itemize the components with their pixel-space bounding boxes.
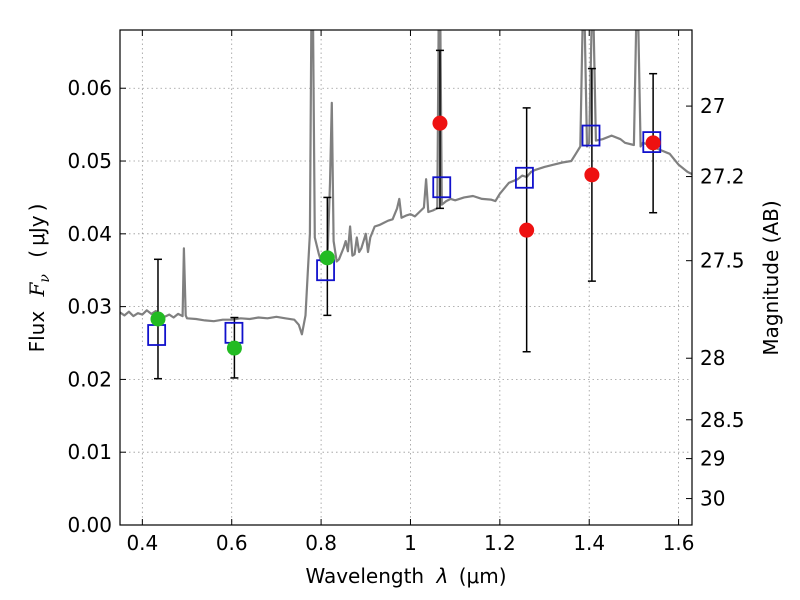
grid-lines [120, 30, 692, 526]
y2-tick-label-2: 27.5 [700, 249, 745, 273]
model-spectrum-line [120, 30, 692, 336]
x-tick-label-1: 0.6 [216, 531, 248, 555]
y-tick-label-4: 0.04 [67, 222, 112, 246]
y-tick-label-0: 0.00 [67, 513, 112, 537]
measured-point-2 [319, 250, 335, 266]
measured-point-0 [150, 311, 166, 327]
y-tick-label-6: 0.06 [67, 76, 112, 100]
model-spectrum-layer [120, 30, 692, 336]
model-photometry-layer [147, 124, 662, 346]
measured-point-5 [584, 167, 600, 183]
measured-point-3 [432, 115, 448, 131]
x-axis-title-var: λ [435, 564, 448, 588]
y2-tick-label-6: 30 [700, 487, 725, 511]
y-tick-label-3: 0.03 [67, 295, 112, 319]
y-axis-title-sub: ν [37, 274, 53, 283]
y2-axis-title: Magnitude (AB) [759, 200, 783, 355]
measured-point-1 [226, 340, 242, 356]
x-axis-title-unit-close: ) [499, 564, 507, 588]
y2-tick-label-3: 28 [700, 346, 725, 370]
measured-point-4 [519, 222, 535, 238]
x-tick-label-5: 1.4 [573, 531, 605, 555]
y2-tick-label-1: 27.2 [700, 165, 745, 189]
y2-tick-label-5: 29 [700, 447, 725, 471]
y-tick-label-5: 0.05 [67, 149, 112, 173]
x-axis-title-unit-open: ( [459, 564, 467, 588]
x-tick-label-2: 0.8 [305, 531, 337, 555]
y-tick-label-2: 0.02 [67, 367, 112, 391]
model-photometry-square-4 [515, 166, 534, 189]
x-axis-title: Wavelength λ (μm) [305, 564, 506, 588]
measured-points-layer [150, 115, 661, 356]
x-tick-label-3: 1 [404, 531, 417, 555]
ticks-layer: 0.4 0.6 0.8 1 1.2 1.4 1.6 0.00 0.01 0.02 0.03 0.04 0… [67, 30, 745, 555]
measured-point-6 [645, 135, 661, 151]
y-axis-title-var: F [25, 281, 49, 297]
y-axis-title-unit: μJy [25, 215, 49, 246]
x-tick-label-0: 0.4 [126, 531, 158, 555]
x-axis-title-prefix: Wavelength [305, 564, 424, 588]
y-axis-title-prefix: Flux [25, 311, 49, 353]
y-tick-label-1: 0.01 [67, 440, 112, 464]
y-axis-title-unit-open: ( [25, 250, 49, 258]
y2-tick-label-0: 27 [700, 94, 725, 118]
x-tick-label-4: 1.2 [484, 531, 516, 555]
y-axis-title: Flux Fν ( μJy) [25, 204, 54, 353]
plot-frame [119, 29, 693, 526]
x-tick-label-6: 1.6 [663, 531, 695, 555]
y-axis-title-unit-close: ) [25, 204, 49, 212]
y2-tick-label-4: 28.5 [700, 408, 745, 432]
model-photometry-square-5 [581, 124, 601, 147]
x-axis-title-unit: μm [467, 564, 499, 588]
model-photometry-square-3 [432, 176, 452, 199]
